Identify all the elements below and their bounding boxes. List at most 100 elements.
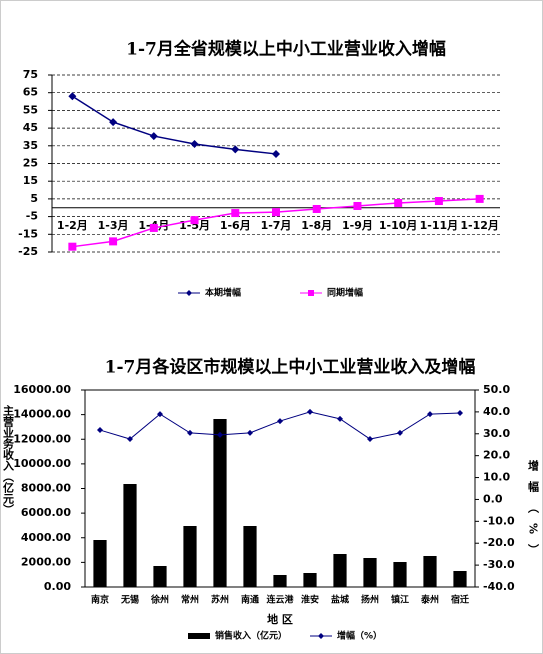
- marker: [68, 92, 77, 101]
- bar: [393, 562, 407, 587]
- y2-tick-label: 20.0: [483, 449, 510, 462]
- y-tick-label: 55: [23, 103, 38, 116]
- x-tick-label: 淮安: [301, 594, 319, 606]
- legend-marker: [186, 290, 192, 296]
- x-tick-label: 1-8月: [301, 219, 332, 232]
- y2-tick-label: -20.0: [483, 536, 515, 549]
- marker: [475, 194, 484, 203]
- chart-title: 1-7月各设区市规模以上中小工业营业收入及增幅: [105, 357, 476, 378]
- marker: [231, 209, 240, 218]
- chart-title: 1-7月全省规模以上中小工业营业收入增幅: [126, 39, 446, 60]
- marker: [109, 118, 118, 127]
- x-tick-label: 南京: [91, 594, 109, 606]
- x-tick-label: 盐城: [331, 594, 349, 606]
- x-tick-label: 1-10月: [379, 219, 418, 232]
- y2-tick-label: -10.0: [483, 514, 515, 527]
- marker: [434, 197, 443, 206]
- x-tick-label: 常州: [181, 594, 199, 606]
- y-tick-label: 8000.00: [21, 482, 71, 495]
- legend-swatch: [188, 633, 210, 639]
- y2-tick-label: 40.0: [483, 405, 510, 418]
- y-tick-label: -25: [18, 245, 38, 258]
- marker: [187, 429, 193, 436]
- y-tick-label: 5: [30, 192, 38, 205]
- y-tick-label: 16000.00: [13, 383, 71, 396]
- y-tick-label: -5: [26, 210, 38, 223]
- x-tick-label: 南通: [241, 594, 259, 606]
- marker: [307, 408, 313, 415]
- x-tick-label: 1-6月: [220, 219, 251, 232]
- y2-tick-label: -30.0: [483, 558, 515, 571]
- x-tick-label: 1-2月: [57, 219, 88, 232]
- marker: [127, 436, 133, 443]
- marker: [312, 204, 321, 213]
- marker: [109, 237, 118, 246]
- marker: [272, 149, 280, 158]
- legend-label: 本期增幅: [205, 287, 241, 299]
- marker: [337, 415, 343, 422]
- bar: [273, 574, 287, 587]
- marker: [427, 411, 433, 418]
- x-tick-label: 镇江: [391, 594, 409, 606]
- bar: [243, 526, 257, 587]
- bar: [303, 573, 317, 587]
- y2-axis-label: 增幅（%）: [527, 459, 541, 565]
- bar: [453, 570, 467, 587]
- x-tick-label: 无锡: [120, 594, 139, 606]
- bar: [93, 540, 107, 587]
- legend-label: 销售收入（亿元）: [215, 630, 287, 642]
- marker: [217, 431, 223, 438]
- y-tick-label: 65: [23, 86, 38, 99]
- y2-tick-label: 30.0: [483, 427, 510, 440]
- bar: [333, 554, 347, 587]
- legend-marker: [308, 290, 314, 296]
- y2-tick-label: 50.0: [483, 383, 510, 396]
- marker: [367, 436, 373, 443]
- marker: [272, 208, 280, 217]
- marker: [190, 140, 199, 149]
- bar: [123, 484, 137, 587]
- x-tick-label: 苏州: [211, 594, 229, 606]
- y2-tick-label: 0.0: [483, 492, 503, 505]
- y-tick-label: 15: [23, 174, 38, 187]
- series-line: [71, 95, 277, 155]
- x-tick-label: 1-12月: [460, 219, 499, 232]
- legend-label: 同期增幅: [327, 287, 363, 299]
- legend-marker: [318, 633, 324, 639]
- x-tick-label: 连云港: [266, 594, 294, 606]
- y-tick-label: 2000.00: [21, 555, 71, 568]
- y-tick-label: 35: [23, 139, 38, 152]
- y-tick-label: -15: [18, 227, 38, 240]
- y-tick-label: 4000.00: [21, 531, 71, 544]
- bar: [153, 565, 167, 587]
- x-tick-label: 泰州: [420, 594, 439, 606]
- y-tick-label: 75: [23, 68, 38, 81]
- marker: [149, 223, 158, 232]
- y2-tick-label: -40.0: [483, 580, 515, 593]
- y-axis-label: 主营业务收入（亿元）: [2, 404, 16, 515]
- x-tick-label: 徐州: [150, 594, 169, 606]
- x-tick-label: 扬州: [361, 594, 379, 606]
- bar: [363, 558, 377, 587]
- x-tick-label: 1-3月: [98, 219, 129, 232]
- bar: [423, 555, 437, 587]
- y-tick-label: 45: [23, 121, 38, 134]
- marker: [68, 242, 77, 251]
- y-tick-label: 0.00: [44, 580, 71, 593]
- marker: [277, 418, 283, 425]
- y-tick-label: 6000.00: [21, 506, 71, 519]
- marker: [457, 409, 463, 416]
- marker: [97, 427, 103, 434]
- marker: [394, 198, 403, 207]
- marker: [157, 411, 163, 418]
- y-tick-label: 12000.00: [13, 432, 71, 445]
- x-tick-label: 1-7月: [261, 219, 292, 232]
- marker: [149, 132, 158, 141]
- bar: [213, 418, 227, 587]
- marker: [190, 216, 199, 225]
- x-tick-label: 1-9月: [342, 219, 373, 232]
- legend-label: 增幅（%）: [337, 630, 382, 642]
- y2-tick-label: 10.0: [483, 471, 510, 484]
